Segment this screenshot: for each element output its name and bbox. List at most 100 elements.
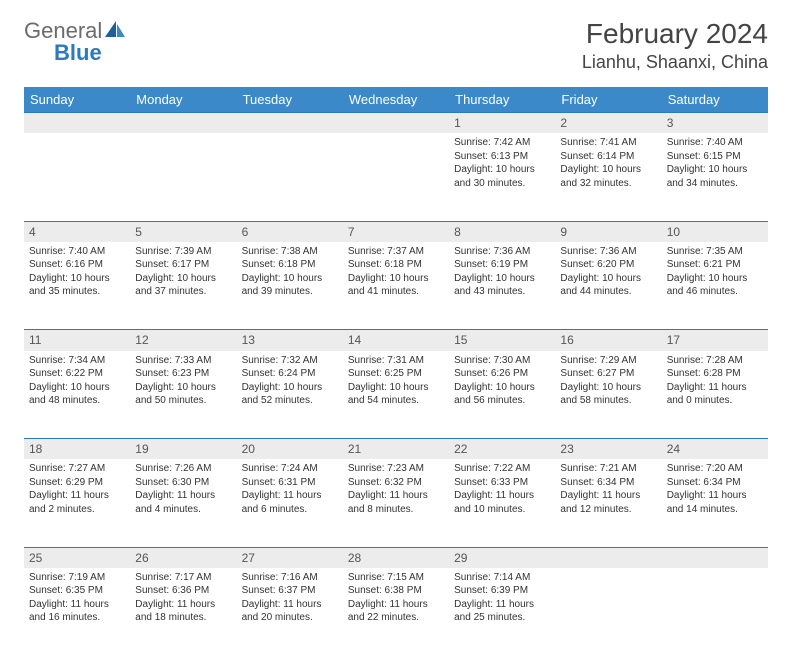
day-cell: Sunrise: 7:36 AMSunset: 6:20 PMDaylight:… xyxy=(555,242,661,330)
day-number-cell: 20 xyxy=(237,439,343,459)
day-cell: Sunrise: 7:32 AMSunset: 6:24 PMDaylight:… xyxy=(237,351,343,439)
daylight-line: Daylight: 11 hours and 22 minutes. xyxy=(348,598,444,625)
sunrise-line: Sunrise: 7:38 AM xyxy=(242,245,338,259)
sunset-line: Sunset: 6:39 PM xyxy=(454,584,550,598)
sunset-line: Sunset: 6:18 PM xyxy=(348,258,444,272)
daylight-line: Daylight: 10 hours and 56 minutes. xyxy=(454,381,550,408)
title-block: February 2024 Lianhu, Shaanxi, China xyxy=(582,18,768,73)
logo: GeneralBlue xyxy=(24,18,127,66)
daylight-line: Daylight: 10 hours and 32 minutes. xyxy=(560,163,656,190)
day-cell: Sunrise: 7:40 AMSunset: 6:16 PMDaylight:… xyxy=(24,242,130,330)
sunset-line: Sunset: 6:24 PM xyxy=(242,367,338,381)
sunrise-line: Sunrise: 7:26 AM xyxy=(135,462,231,476)
sunrise-line: Sunrise: 7:19 AM xyxy=(29,571,125,585)
daylight-line: Daylight: 10 hours and 46 minutes. xyxy=(667,272,763,299)
sunset-line: Sunset: 6:29 PM xyxy=(29,476,125,490)
sunrise-line: Sunrise: 7:17 AM xyxy=(135,571,231,585)
day-cell: Sunrise: 7:33 AMSunset: 6:23 PMDaylight:… xyxy=(130,351,236,439)
day-cell: Sunrise: 7:35 AMSunset: 6:21 PMDaylight:… xyxy=(662,242,768,330)
sunset-line: Sunset: 6:20 PM xyxy=(560,258,656,272)
daylight-line: Daylight: 10 hours and 43 minutes. xyxy=(454,272,550,299)
day-number-cell xyxy=(555,548,661,568)
sunset-line: Sunset: 6:34 PM xyxy=(560,476,656,490)
daylight-line: Daylight: 10 hours and 44 minutes. xyxy=(560,272,656,299)
day-cell: Sunrise: 7:21 AMSunset: 6:34 PMDaylight:… xyxy=(555,459,661,547)
daylight-line: Daylight: 10 hours and 41 minutes. xyxy=(348,272,444,299)
logo-sail-icon xyxy=(105,20,127,43)
sunset-line: Sunset: 6:28 PM xyxy=(667,367,763,381)
sunrise-line: Sunrise: 7:22 AM xyxy=(454,462,550,476)
day-cell: Sunrise: 7:40 AMSunset: 6:15 PMDaylight:… xyxy=(662,133,768,221)
daylight-line: Daylight: 11 hours and 6 minutes. xyxy=(242,489,338,516)
sunrise-line: Sunrise: 7:23 AM xyxy=(348,462,444,476)
day-number-cell: 7 xyxy=(343,222,449,242)
day-number-row: 2526272829 xyxy=(24,548,768,568)
day-number-cell: 28 xyxy=(343,548,449,568)
day-number-cell: 19 xyxy=(130,439,236,459)
day-number-cell xyxy=(237,113,343,133)
sunrise-line: Sunrise: 7:40 AM xyxy=(29,245,125,259)
day-cell xyxy=(130,133,236,221)
sunrise-line: Sunrise: 7:31 AM xyxy=(348,354,444,368)
month-title: February 2024 xyxy=(582,18,768,50)
day-number-cell: 6 xyxy=(237,222,343,242)
day-number-cell: 5 xyxy=(130,222,236,242)
sunrise-line: Sunrise: 7:42 AM xyxy=(454,136,550,150)
sunrise-line: Sunrise: 7:14 AM xyxy=(454,571,550,585)
day-cell: Sunrise: 7:41 AMSunset: 6:14 PMDaylight:… xyxy=(555,133,661,221)
sunset-line: Sunset: 6:13 PM xyxy=(454,150,550,164)
sunset-line: Sunset: 6:27 PM xyxy=(560,367,656,381)
sunrise-line: Sunrise: 7:20 AM xyxy=(667,462,763,476)
daylight-line: Daylight: 10 hours and 34 minutes. xyxy=(667,163,763,190)
sunrise-line: Sunrise: 7:41 AM xyxy=(560,136,656,150)
day-number-cell: 3 xyxy=(662,113,768,133)
day-cell: Sunrise: 7:29 AMSunset: 6:27 PMDaylight:… xyxy=(555,351,661,439)
weekday-header: Friday xyxy=(555,87,661,113)
day-number-cell: 17 xyxy=(662,330,768,350)
daylight-line: Daylight: 11 hours and 14 minutes. xyxy=(667,489,763,516)
sunrise-line: Sunrise: 7:16 AM xyxy=(242,571,338,585)
sunset-line: Sunset: 6:16 PM xyxy=(29,258,125,272)
day-content-row: Sunrise: 7:42 AMSunset: 6:13 PM Daylight:… xyxy=(24,133,768,221)
day-cell: Sunrise: 7:28 AMSunset: 6:28 PMDaylight:… xyxy=(662,351,768,439)
header: GeneralBlue February 2024 Lianhu, Shaanx… xyxy=(24,18,768,73)
sunrise-line: Sunrise: 7:34 AM xyxy=(29,354,125,368)
day-number-cell: 29 xyxy=(449,548,555,568)
sunset-line: Sunset: 6:31 PM xyxy=(242,476,338,490)
daylight-line: Daylight: 10 hours and 50 minutes. xyxy=(135,381,231,408)
day-number-cell: 16 xyxy=(555,330,661,350)
day-number-cell: 9 xyxy=(555,222,661,242)
weekday-header: Monday xyxy=(130,87,236,113)
day-number-cell xyxy=(343,113,449,133)
day-cell: Sunrise: 7:30 AMSunset: 6:26 PMDaylight:… xyxy=(449,351,555,439)
day-cell: Sunrise: 7:42 AMSunset: 6:13 PMDaylight:… xyxy=(449,133,555,221)
day-number-row: 123 xyxy=(24,113,768,133)
day-number-cell: 18 xyxy=(24,439,130,459)
sunrise-line: Sunrise: 7:24 AM xyxy=(242,462,338,476)
day-cell: Sunrise: 7:26 AMSunset: 6:30 PMDaylight:… xyxy=(130,459,236,547)
day-cell: Sunrise: 7:34 AMSunset: 6:22 PMDaylight:… xyxy=(24,351,130,439)
sunset-line: Sunset: 6:37 PM xyxy=(242,584,338,598)
sunset-line: Sunset: 6:14 PM xyxy=(560,150,656,164)
sunset-line: Sunset: 6:19 PM xyxy=(454,258,550,272)
day-number-cell xyxy=(662,548,768,568)
daylight-line: Daylight: 10 hours and 39 minutes. xyxy=(242,272,338,299)
day-cell: Sunrise: 7:36 AMSunset: 6:19 PMDaylight:… xyxy=(449,242,555,330)
sunset-line: Sunset: 6:32 PM xyxy=(348,476,444,490)
weekday-header: Saturday xyxy=(662,87,768,113)
daylight-line: Daylight: 11 hours and 18 minutes. xyxy=(135,598,231,625)
sunset-line: Sunset: 6:21 PM xyxy=(667,258,763,272)
daylight-line: Daylight: 11 hours and 12 minutes. xyxy=(560,489,656,516)
sunrise-line: Sunrise: 7:32 AM xyxy=(242,354,338,368)
daylight-line: Daylight: 11 hours and 4 minutes. xyxy=(135,489,231,516)
day-cell: Sunrise: 7:24 AMSunset: 6:31 PMDaylight:… xyxy=(237,459,343,547)
day-cell: Sunrise: 7:37 AMSunset: 6:18 PMDaylight:… xyxy=(343,242,449,330)
daylight-line: Daylight: 10 hours and 52 minutes. xyxy=(242,381,338,408)
weekday-header: Wednesday xyxy=(343,87,449,113)
day-number-cell: 4 xyxy=(24,222,130,242)
day-number-cell xyxy=(24,113,130,133)
day-cell: Sunrise: 7:20 AMSunset: 6:34 PMDaylight:… xyxy=(662,459,768,547)
day-cell: Sunrise: 7:31 AMSunset: 6:25 PMDaylight:… xyxy=(343,351,449,439)
sunset-line: Sunset: 6:23 PM xyxy=(135,367,231,381)
day-cell xyxy=(237,133,343,221)
